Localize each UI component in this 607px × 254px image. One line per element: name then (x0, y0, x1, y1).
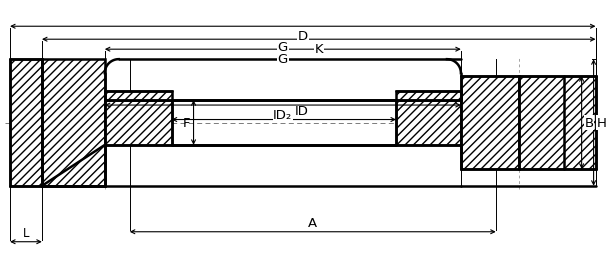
Bar (461, 77, 519, 169)
Text: ID: ID (295, 104, 309, 117)
Text: B: B (585, 117, 594, 130)
Text: G: G (278, 53, 288, 66)
Bar (396, 101, 461, 145)
Text: A: A (308, 216, 317, 229)
Bar (10, 60, 42, 186)
Bar (519, 77, 595, 169)
Text: D: D (297, 30, 308, 43)
Text: K: K (314, 43, 323, 56)
Bar (396, 92, 461, 101)
Text: G: G (278, 41, 288, 54)
Bar (105, 92, 172, 101)
Bar (42, 60, 105, 186)
Text: H: H (597, 117, 606, 130)
Text: ID₂: ID₂ (273, 109, 293, 122)
Text: L: L (22, 226, 29, 239)
Text: F: F (183, 117, 191, 130)
Bar (105, 101, 172, 145)
